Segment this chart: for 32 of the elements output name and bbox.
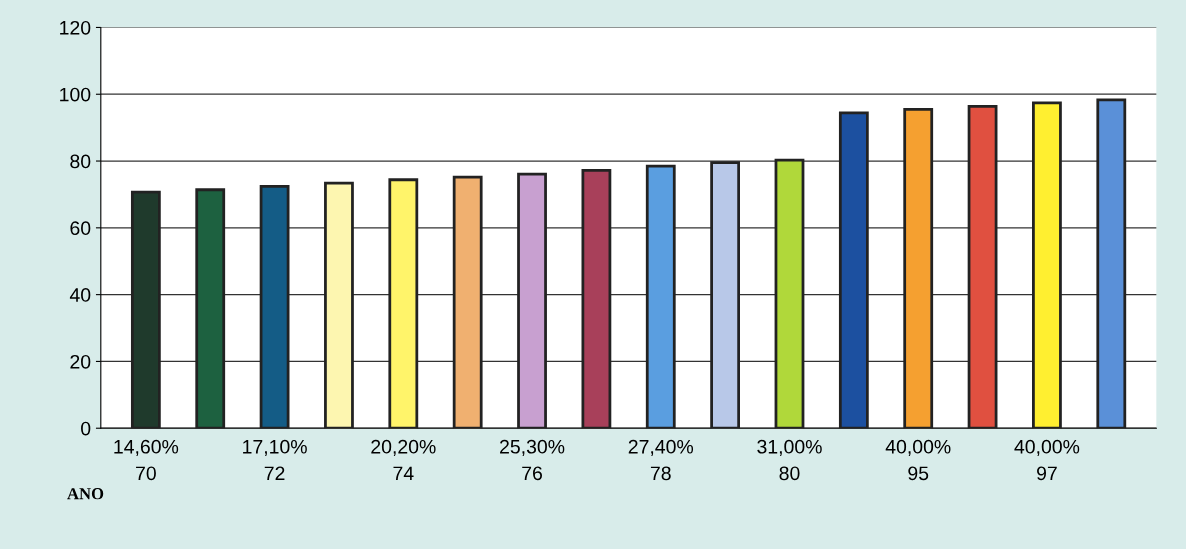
y-tick-label: 40: [69, 288, 91, 302]
bar: [130, 190, 161, 429]
bar: [645, 164, 676, 429]
bar: [324, 181, 354, 429]
x-tick-label: 27,40% 78: [628, 439, 694, 481]
bar: [774, 158, 805, 429]
y-tick-label: 100: [60, 87, 91, 102]
bar: [967, 104, 998, 429]
y-tick-label: 60: [70, 221, 91, 236]
bar: [517, 172, 547, 429]
bar: [903, 107, 934, 429]
x-tick-label: 31,00% 80: [757, 439, 822, 481]
y-tick-label: 80: [70, 154, 91, 169]
x-tick-label: 40,00% 97: [1014, 439, 1080, 481]
x-tick-label: 40,00% 95: [885, 439, 951, 481]
bar: [452, 175, 483, 429]
bar: [1096, 98, 1127, 429]
bar: [838, 111, 869, 429]
text: ANO: [67, 488, 104, 500]
y-tick-label: 0: [81, 421, 91, 436]
x-tick-label: 25,30% 76: [500, 439, 565, 481]
y-tick-label: 20: [70, 354, 91, 369]
bar: [710, 161, 741, 429]
x-tick-label: 14,60% 70: [114, 439, 179, 481]
bar: [195, 188, 226, 429]
bar: [581, 169, 612, 429]
bar: [388, 178, 419, 429]
y-tick-label: 120: [60, 20, 91, 35]
x-tick-label: 20,20% 74: [371, 439, 436, 480]
x-tick-label: 17,10% 72: [243, 439, 307, 480]
bar: [259, 185, 290, 429]
bar: [1032, 101, 1062, 429]
